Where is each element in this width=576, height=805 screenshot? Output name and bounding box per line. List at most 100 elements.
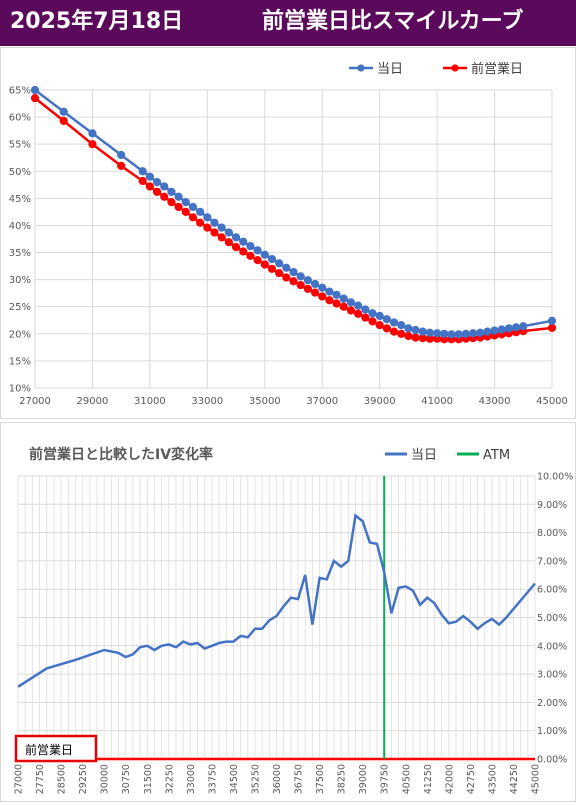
x-tick-label: 45000 — [531, 764, 542, 794]
x-tick-label: 31000 — [134, 396, 166, 407]
data-point — [246, 251, 255, 260]
legend-label: 当日 — [411, 448, 437, 463]
data-point — [433, 329, 442, 338]
data-point — [275, 269, 284, 278]
data-point — [59, 116, 68, 125]
data-point — [411, 333, 420, 342]
data-point — [181, 198, 190, 207]
data-point — [217, 223, 226, 232]
data-point — [483, 327, 492, 336]
x-tick-label: 42000 — [444, 764, 455, 794]
data-point — [332, 290, 341, 299]
data-point — [454, 330, 463, 339]
x-tick-label: 41250 — [423, 764, 434, 794]
data-point — [447, 330, 456, 339]
series-line — [34, 97, 553, 341]
data-point — [490, 326, 499, 335]
data-point — [231, 243, 241, 252]
legend-marker — [451, 64, 459, 72]
data-point — [361, 305, 370, 314]
series-line — [17, 513, 536, 688]
y-tick-label: 60% — [9, 113, 31, 124]
data-point — [160, 182, 169, 191]
data-point — [418, 327, 427, 336]
data-point — [382, 315, 391, 324]
data-point — [253, 246, 262, 255]
data-point — [382, 324, 391, 333]
x-tick-label: 42750 — [466, 764, 477, 794]
data-point — [303, 276, 312, 285]
data-point — [30, 94, 40, 103]
data-point — [375, 311, 384, 321]
data-point — [267, 254, 277, 264]
data-point — [181, 207, 190, 217]
data-point — [404, 331, 413, 341]
x-tick-label: 30000 — [100, 764, 111, 794]
y-tick-label: 65% — [9, 86, 31, 97]
legend-label: 当日 — [377, 62, 403, 77]
x-tick-label: 37500 — [315, 764, 326, 794]
header-banner: 2025年7月18日 前営業日比スマイルカーブ — [0, 0, 576, 46]
data-point — [88, 140, 97, 149]
data-point — [325, 296, 334, 305]
data-point — [354, 309, 363, 318]
data-point — [497, 325, 506, 334]
data-point — [468, 329, 478, 338]
data-point — [152, 187, 162, 196]
data-point — [152, 178, 162, 187]
x-tick-label: 33000 — [186, 764, 197, 794]
smile-curve-svg: 10% 15% 20% 25% 30% 35% 40% 45% 50% 55% 60% 65% 2700… — [9, 61, 568, 407]
y-tick-label: 55% — [9, 140, 31, 151]
x-tick-label: 39000 — [364, 396, 396, 407]
data-point — [303, 284, 312, 293]
y-tick-label: 2.00% — [537, 698, 567, 709]
data-point — [361, 313, 370, 322]
data-point — [318, 283, 327, 292]
legend-label: ATM — [483, 448, 510, 463]
x-tick-label: 36000 — [272, 764, 283, 794]
data-point — [196, 207, 205, 217]
data-point — [289, 277, 298, 286]
y-tick-label: 35% — [9, 248, 31, 259]
y-tick-label: 30% — [9, 275, 31, 286]
data-point — [282, 263, 291, 272]
data-point — [260, 250, 269, 259]
x-tick-label: 27750 — [35, 764, 46, 794]
data-point — [339, 302, 348, 311]
data-point — [188, 213, 198, 222]
x-tick-label: 35250 — [250, 764, 261, 794]
y-tick-label: 7.00% — [537, 556, 567, 567]
x-tick-label: 45000 — [536, 396, 568, 407]
data-point — [239, 237, 248, 246]
smile-curve-chart: 10% 15% 20% 25% 30% 35% 40% 45% 50% 55% 60% 65% 2700… — [0, 47, 576, 419]
y-tick-label: 10.00% — [537, 472, 573, 483]
y-tick-label: 3.00% — [537, 670, 567, 681]
data-point — [224, 228, 233, 237]
data-point — [368, 317, 377, 326]
data-point — [332, 299, 341, 308]
data-point — [296, 272, 305, 281]
data-point — [289, 267, 298, 277]
data-point — [145, 172, 154, 181]
x-tick-label: 35000 — [249, 396, 281, 407]
data-point — [476, 328, 485, 337]
y-tick-label: 1.00% — [537, 726, 567, 737]
data-point — [397, 321, 406, 330]
y-tick-label: 15% — [9, 356, 31, 367]
x-tick-label: 39750 — [380, 764, 391, 794]
data-point — [203, 213, 212, 222]
data-point — [174, 192, 183, 201]
data-point — [511, 323, 521, 332]
data-point — [203, 223, 212, 232]
header-title: 前営業日比スマイルカーブ — [262, 9, 524, 34]
data-point — [425, 328, 435, 337]
data-point — [346, 306, 356, 315]
data-point — [231, 233, 241, 242]
data-point — [246, 241, 255, 251]
x-tick-label: 43000 — [479, 396, 511, 407]
x-tick-label: 33750 — [207, 764, 218, 794]
baseline-label-box — [14, 734, 98, 763]
x-tick-label: 36750 — [294, 764, 305, 794]
data-point — [411, 325, 420, 335]
data-point — [174, 202, 183, 212]
